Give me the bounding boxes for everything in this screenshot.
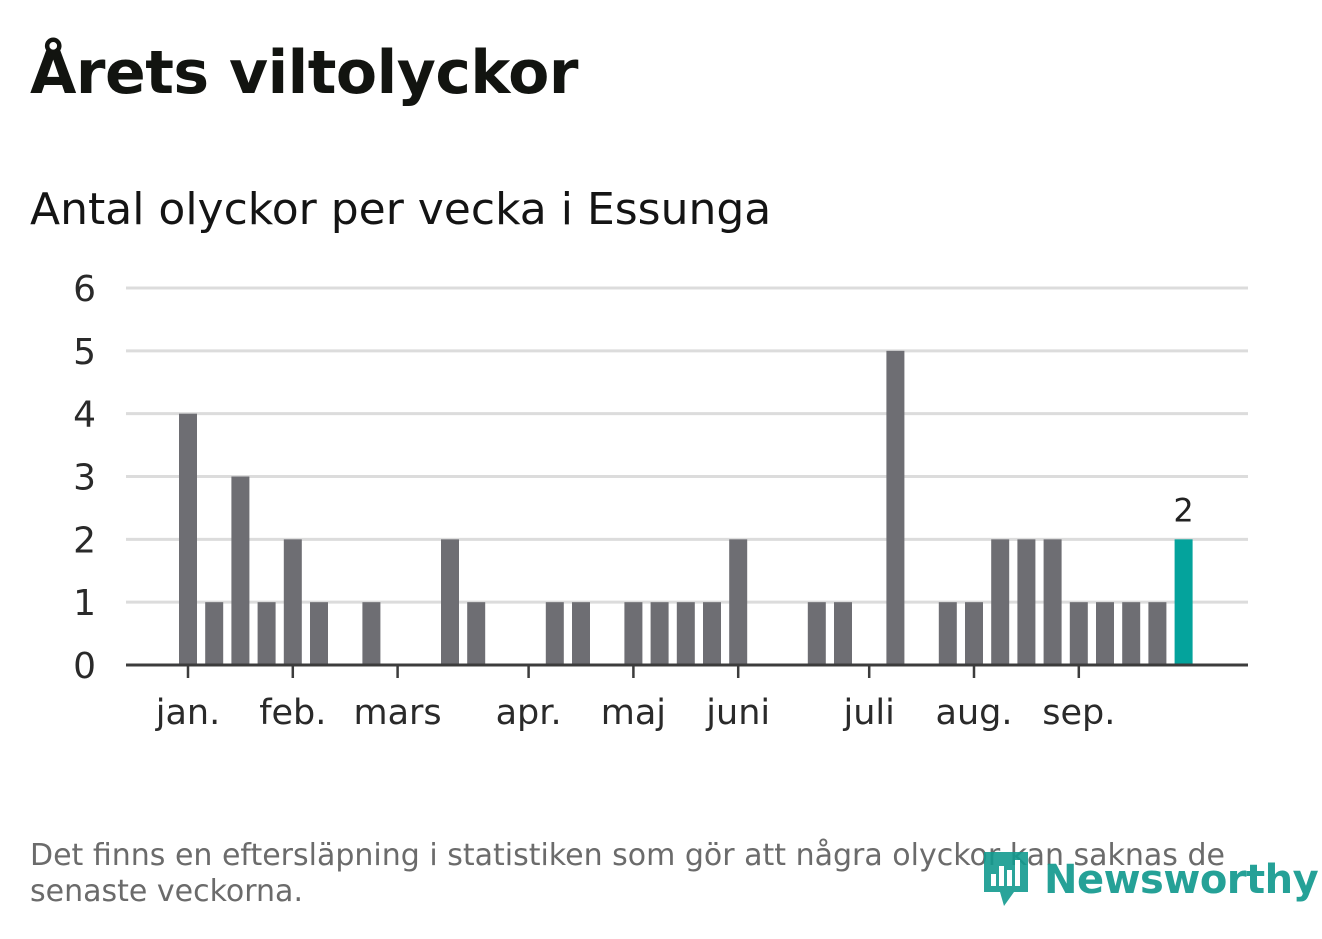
bar: [545, 602, 564, 665]
bar: [1069, 602, 1088, 665]
bar: [362, 602, 381, 665]
bar: [1148, 602, 1167, 665]
newsworthy-logo[interactable]: Newsworthy: [980, 848, 1319, 912]
x-tick-label: maj: [601, 693, 666, 733]
y-tick-label: 3: [73, 458, 96, 499]
y-tick-label: 4: [73, 395, 96, 436]
x-tick-label: aug.: [936, 693, 1013, 733]
bar: [572, 602, 590, 665]
bars: [179, 350, 1193, 665]
bar: [624, 602, 643, 665]
bar: [179, 413, 197, 665]
bar: [283, 539, 302, 665]
y-tick-label: 1: [73, 583, 96, 624]
x-tick-label: apr.: [496, 693, 562, 733]
bar: [991, 539, 1010, 665]
bar: [703, 602, 721, 665]
bar: [834, 602, 852, 665]
bar: [310, 602, 328, 665]
y-tick-label: 0: [73, 646, 96, 687]
x-tick-label: sep.: [1042, 693, 1115, 733]
y-tick-label: 2: [73, 520, 96, 561]
bar: [231, 476, 250, 665]
bar: [441, 539, 459, 665]
bar-highlight: [1174, 539, 1193, 665]
data-label: 2: [1173, 491, 1193, 529]
bar: [676, 602, 695, 665]
bar: [257, 602, 276, 665]
y-axis-ticks: 0 1 2 3 4 5 6: [73, 269, 96, 687]
x-tick-label: feb.: [259, 693, 326, 733]
x-tick-label: jan.: [155, 693, 220, 733]
x-tick-label: juni: [705, 693, 770, 733]
bar: [938, 602, 957, 665]
bar: [650, 602, 669, 665]
bar: [1096, 602, 1114, 665]
x-tick-label: juli: [843, 693, 895, 733]
bar: [1017, 539, 1036, 665]
bar: [1043, 539, 1062, 665]
data-labels: 2: [1173, 491, 1193, 529]
bar: [807, 602, 826, 665]
bar: [729, 539, 748, 665]
chart-subtitle: Antal olyckor per vecka i Essunga: [30, 184, 772, 235]
chart-title: Årets viltolyckor: [30, 38, 579, 108]
bar: [886, 350, 905, 665]
x-axis: jan. feb. mars apr. maj juni juli aug. sep.: [126, 663, 1248, 733]
bar: [1122, 602, 1141, 665]
bar-chart: 0 1 2 3 4 5 6 jan. feb. mars apr. maj juni juli aug. s…: [73, 269, 1248, 733]
x-tick-label: mars: [354, 693, 442, 733]
bar: [965, 602, 983, 665]
bar: [205, 602, 224, 665]
y-tick-label: 5: [73, 332, 96, 373]
bar: [467, 602, 486, 665]
logo-text: Newsworthy: [1044, 857, 1319, 903]
y-tick-label: 6: [73, 269, 96, 310]
bar-chart-speech-bubble-icon: [984, 852, 1028, 906]
